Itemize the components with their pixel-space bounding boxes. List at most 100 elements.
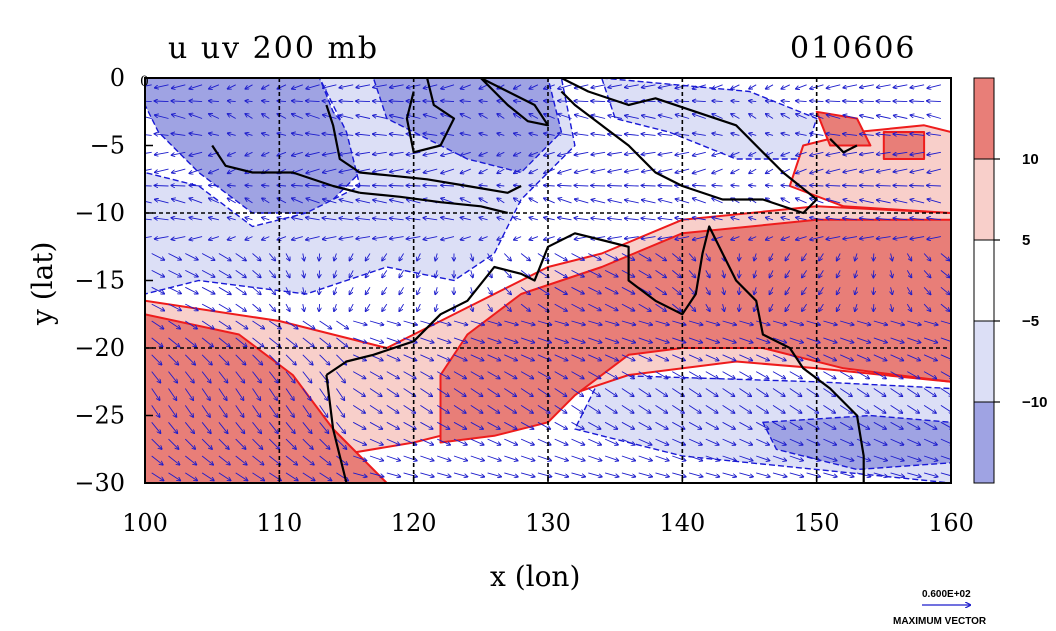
wind-vector (218, 337, 230, 347)
wind-vector (688, 388, 701, 397)
wind-vector (705, 472, 720, 477)
wind-vector (537, 405, 550, 413)
wind-vector (334, 270, 336, 277)
wind-vector (638, 455, 652, 461)
wind-vector (407, 236, 421, 239)
wind-vector (356, 218, 371, 220)
wind-vector (373, 84, 387, 88)
wind-vector (840, 337, 853, 343)
wind-vector (185, 320, 197, 329)
wind-vector (487, 455, 501, 461)
wind-vector (873, 388, 886, 397)
wind-vector (151, 472, 164, 481)
wind-vector (923, 253, 930, 261)
wind-vector (891, 287, 893, 294)
wind-vector (201, 422, 211, 433)
wind-vector (558, 168, 572, 173)
wind-vector (789, 421, 802, 429)
y-tick-label: −25 (74, 402, 125, 430)
wind-vector (756, 354, 769, 361)
wind-vector (940, 421, 951, 429)
wind-vector (423, 185, 438, 186)
wind-vector (693, 114, 706, 119)
wind-vector (201, 354, 212, 365)
wind-vector (151, 253, 165, 260)
wind-vector (435, 303, 437, 311)
wind-vector (356, 200, 371, 204)
wind-vector (907, 371, 919, 379)
wind-vector (306, 133, 320, 135)
wind-vector (940, 455, 951, 461)
wind-vector (873, 472, 887, 477)
wind-vector (723, 303, 725, 311)
wind-vector (796, 151, 807, 155)
wind-vector (252, 253, 261, 261)
wind-vector (672, 455, 685, 461)
wind-vector (529, 151, 539, 155)
wind-vector (302, 455, 314, 465)
wind-vector (487, 405, 500, 413)
wind-vector (840, 472, 853, 477)
wind-vector (749, 168, 757, 173)
wind-vector (151, 320, 164, 329)
wind-vector (386, 354, 400, 361)
wind-vector (218, 270, 231, 277)
wind-vector (877, 116, 891, 119)
wind-vector (796, 133, 807, 135)
wind-vector (461, 236, 471, 240)
wind-vector (621, 438, 635, 445)
wind-vector (235, 422, 245, 433)
wind-vector (789, 371, 802, 379)
wind-vector (722, 472, 737, 477)
wind-vector (772, 421, 785, 429)
wind-vector (334, 287, 336, 294)
wind-vector (893, 101, 908, 102)
wind-vector (479, 185, 488, 186)
wind-vector (386, 438, 400, 445)
wind-vector (558, 84, 572, 89)
wind-vector (877, 237, 891, 239)
wind-vector (339, 152, 354, 154)
wind-vector (470, 455, 484, 461)
wind-vector (189, 114, 203, 119)
wind-vector (184, 371, 194, 383)
wind-vector (608, 168, 622, 172)
wind-vector (688, 320, 702, 325)
wind-vector (927, 84, 942, 88)
wind-vector (911, 115, 925, 119)
wind-vector (319, 422, 329, 433)
wind-vector (268, 422, 278, 433)
wind-vector (514, 84, 522, 89)
wind-vector (423, 101, 438, 102)
wind-vector (420, 388, 432, 397)
wind-vector (306, 101, 320, 102)
wind-vector (373, 186, 387, 187)
wind-vector (806, 320, 820, 325)
wind-vector (453, 354, 467, 361)
wind-vector (638, 472, 652, 477)
wind-vector (621, 303, 634, 311)
wind-vector (423, 218, 438, 220)
wind-vector (417, 287, 421, 294)
wind-vector (688, 371, 701, 379)
wind-vector (754, 270, 756, 277)
wind-vector (781, 185, 790, 186)
wind-vector (856, 388, 869, 397)
wind-vector (755, 421, 768, 429)
wind-vector (877, 152, 891, 154)
wind-vector (722, 388, 735, 397)
wind-vector (796, 198, 807, 204)
wind-vector (642, 115, 656, 119)
wind-vector (806, 337, 820, 343)
wind-vector (554, 320, 569, 325)
wind-vector (366, 303, 371, 311)
wind-vector (749, 236, 757, 240)
wind-vector (739, 354, 752, 361)
wind-vector (319, 388, 328, 401)
wind-vector (672, 421, 684, 429)
wind-vector (890, 371, 903, 379)
wind-vector (731, 114, 740, 119)
wind-vector (591, 168, 606, 172)
wind-vector (487, 421, 500, 429)
wind-vector (802, 287, 807, 294)
